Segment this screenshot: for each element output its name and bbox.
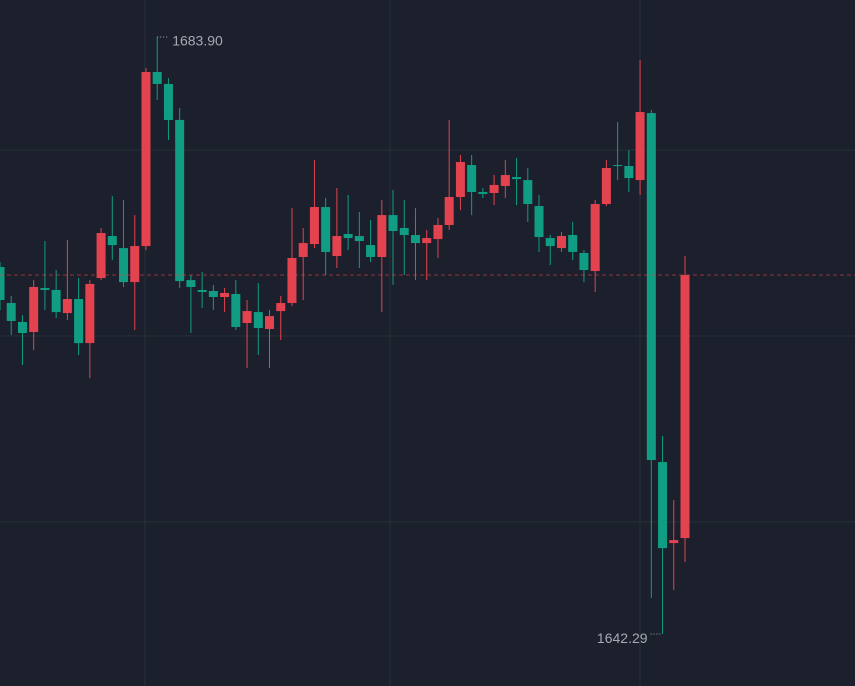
candle-body [163, 83, 173, 120]
candle-body [287, 257, 297, 304]
high-label: 1683.90 [172, 33, 223, 49]
candle-body [40, 287, 50, 290]
candle-body [568, 235, 578, 252]
candle-body [635, 112, 645, 181]
candle-body [422, 238, 432, 244]
candle-body [646, 113, 656, 461]
candle-body [332, 236, 342, 256]
candle-body [500, 175, 510, 186]
candle-body [242, 311, 252, 323]
candle-body [478, 191, 488, 194]
candle-body [489, 184, 499, 193]
candle-body [590, 204, 600, 272]
candle-body [680, 275, 690, 539]
candle-body [512, 177, 522, 180]
candle-body [366, 245, 376, 257]
candle-body [613, 165, 623, 167]
candle-body [354, 236, 364, 242]
candle-body [556, 236, 566, 249]
low-label: 1642.29 [597, 630, 648, 646]
candle-body [523, 180, 533, 205]
candle-body [388, 215, 398, 232]
candle-body [669, 540, 679, 544]
candle-body [253, 312, 263, 329]
candle-body [601, 168, 611, 205]
candle-body [321, 207, 331, 252]
candle-body [197, 289, 207, 292]
candle-body [175, 119, 185, 282]
candle-body [96, 233, 106, 279]
candle-body [220, 292, 230, 298]
candle-body [658, 462, 668, 549]
candle-body [399, 227, 409, 236]
candle-body [74, 299, 84, 344]
candle-body [467, 165, 477, 192]
candle-body [433, 224, 443, 240]
candle-body [298, 243, 308, 257]
candle-body [6, 303, 16, 321]
candle-body [17, 321, 27, 334]
candle-body [534, 206, 544, 238]
candle-body [107, 236, 117, 246]
candle-body [62, 299, 72, 314]
candle-body [579, 252, 589, 271]
candle-body [231, 294, 241, 328]
candle-body [455, 161, 465, 198]
candle-body [119, 248, 129, 283]
candle-body [152, 72, 162, 84]
candle-body [51, 289, 61, 313]
candle-body [208, 290, 218, 298]
candle-body [410, 235, 420, 244]
candle-body [130, 246, 140, 283]
candle-body [343, 234, 353, 239]
candle-body [276, 303, 286, 312]
candle-body [309, 207, 319, 245]
candle-body [29, 286, 39, 333]
candle-body [624, 166, 634, 179]
candle-body [545, 238, 555, 247]
candle-body [186, 280, 196, 287]
candle-body [377, 215, 387, 257]
candle-body [85, 283, 95, 344]
candle-body [444, 197, 454, 225]
candle-body [141, 72, 151, 247]
candle-body [265, 316, 275, 330]
candle-body [0, 267, 5, 301]
